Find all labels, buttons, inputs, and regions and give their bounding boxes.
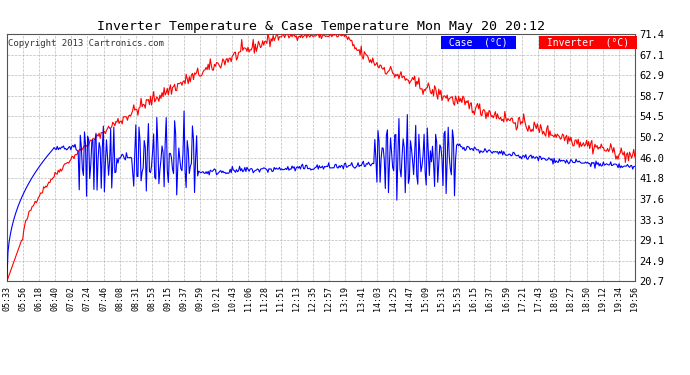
Text: Case  (°C): Case (°C) bbox=[443, 38, 514, 48]
Text: Copyright 2013 Cartronics.com: Copyright 2013 Cartronics.com bbox=[8, 39, 164, 48]
Text: Inverter  (°C): Inverter (°C) bbox=[541, 38, 635, 48]
Title: Inverter Temperature & Case Temperature Mon May 20 20:12: Inverter Temperature & Case Temperature … bbox=[97, 20, 545, 33]
